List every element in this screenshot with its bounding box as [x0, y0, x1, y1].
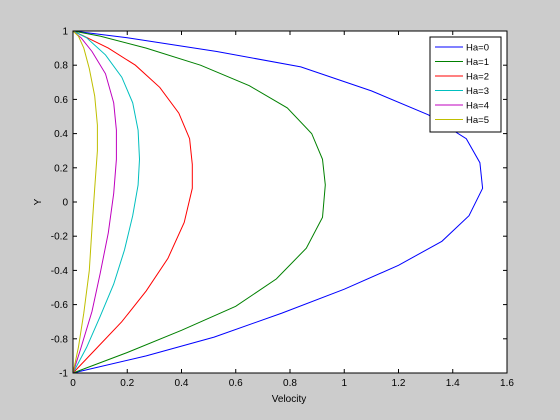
- y-tick-label: -1: [59, 369, 68, 380]
- y-tick-label: 1: [62, 27, 68, 38]
- legend-label: Ha=0: [466, 43, 489, 54]
- y-tick-label: -0.6: [51, 300, 69, 311]
- y-tick-label: 0: [62, 198, 68, 209]
- x-tick-label: 0.6: [229, 378, 243, 389]
- series-line-ha-1: [72, 30, 326, 374]
- legend-box: [429, 36, 502, 133]
- axes-box: [72, 30, 508, 374]
- x-tick-label: 1.6: [500, 378, 514, 389]
- x-tick-label: 0: [70, 378, 76, 389]
- y-tick-label: -0.4: [51, 266, 69, 277]
- legend-label: Ha=2: [466, 72, 489, 83]
- y-tick-label: 0.6: [54, 95, 68, 106]
- legend-label: Ha=3: [466, 86, 489, 97]
- legend-label: Ha=1: [466, 57, 489, 68]
- y-tick-label: 0.4: [54, 129, 68, 140]
- plot-area-group: 0 0.2 0.4 0.6 0.8 1 1.2 1.4 1.6 -1 -0.8 -0.6 -0.4 -0.…: [51, 27, 515, 390]
- y-axis-label: Y: [33, 198, 44, 205]
- x-tick-label: 1: [341, 378, 347, 389]
- x-tick-label: 1.2: [392, 378, 406, 389]
- series-line-ha-2: [72, 30, 193, 374]
- y-tick-label: -0.8: [51, 334, 69, 345]
- y-tick-label: 0.8: [54, 61, 68, 72]
- y-tick-label: -0.2: [51, 232, 69, 243]
- legend-label: Ha=4: [466, 101, 489, 112]
- x-axis-label: Velocity: [272, 394, 306, 405]
- series-line-ha-3: [72, 30, 141, 374]
- legend-label: Ha=5: [466, 115, 489, 126]
- x-tick-label: 1.4: [446, 378, 460, 389]
- x-tick-label: 0.2: [120, 378, 134, 389]
- x-tick-label: 0.8: [283, 378, 297, 389]
- x-tick-label: 0.4: [175, 378, 189, 389]
- series-line-ha-0: [72, 30, 484, 374]
- series-line-ha-5: [72, 30, 98, 374]
- y-tick-label: 0.2: [54, 163, 68, 174]
- series-line-ha-4: [72, 30, 117, 374]
